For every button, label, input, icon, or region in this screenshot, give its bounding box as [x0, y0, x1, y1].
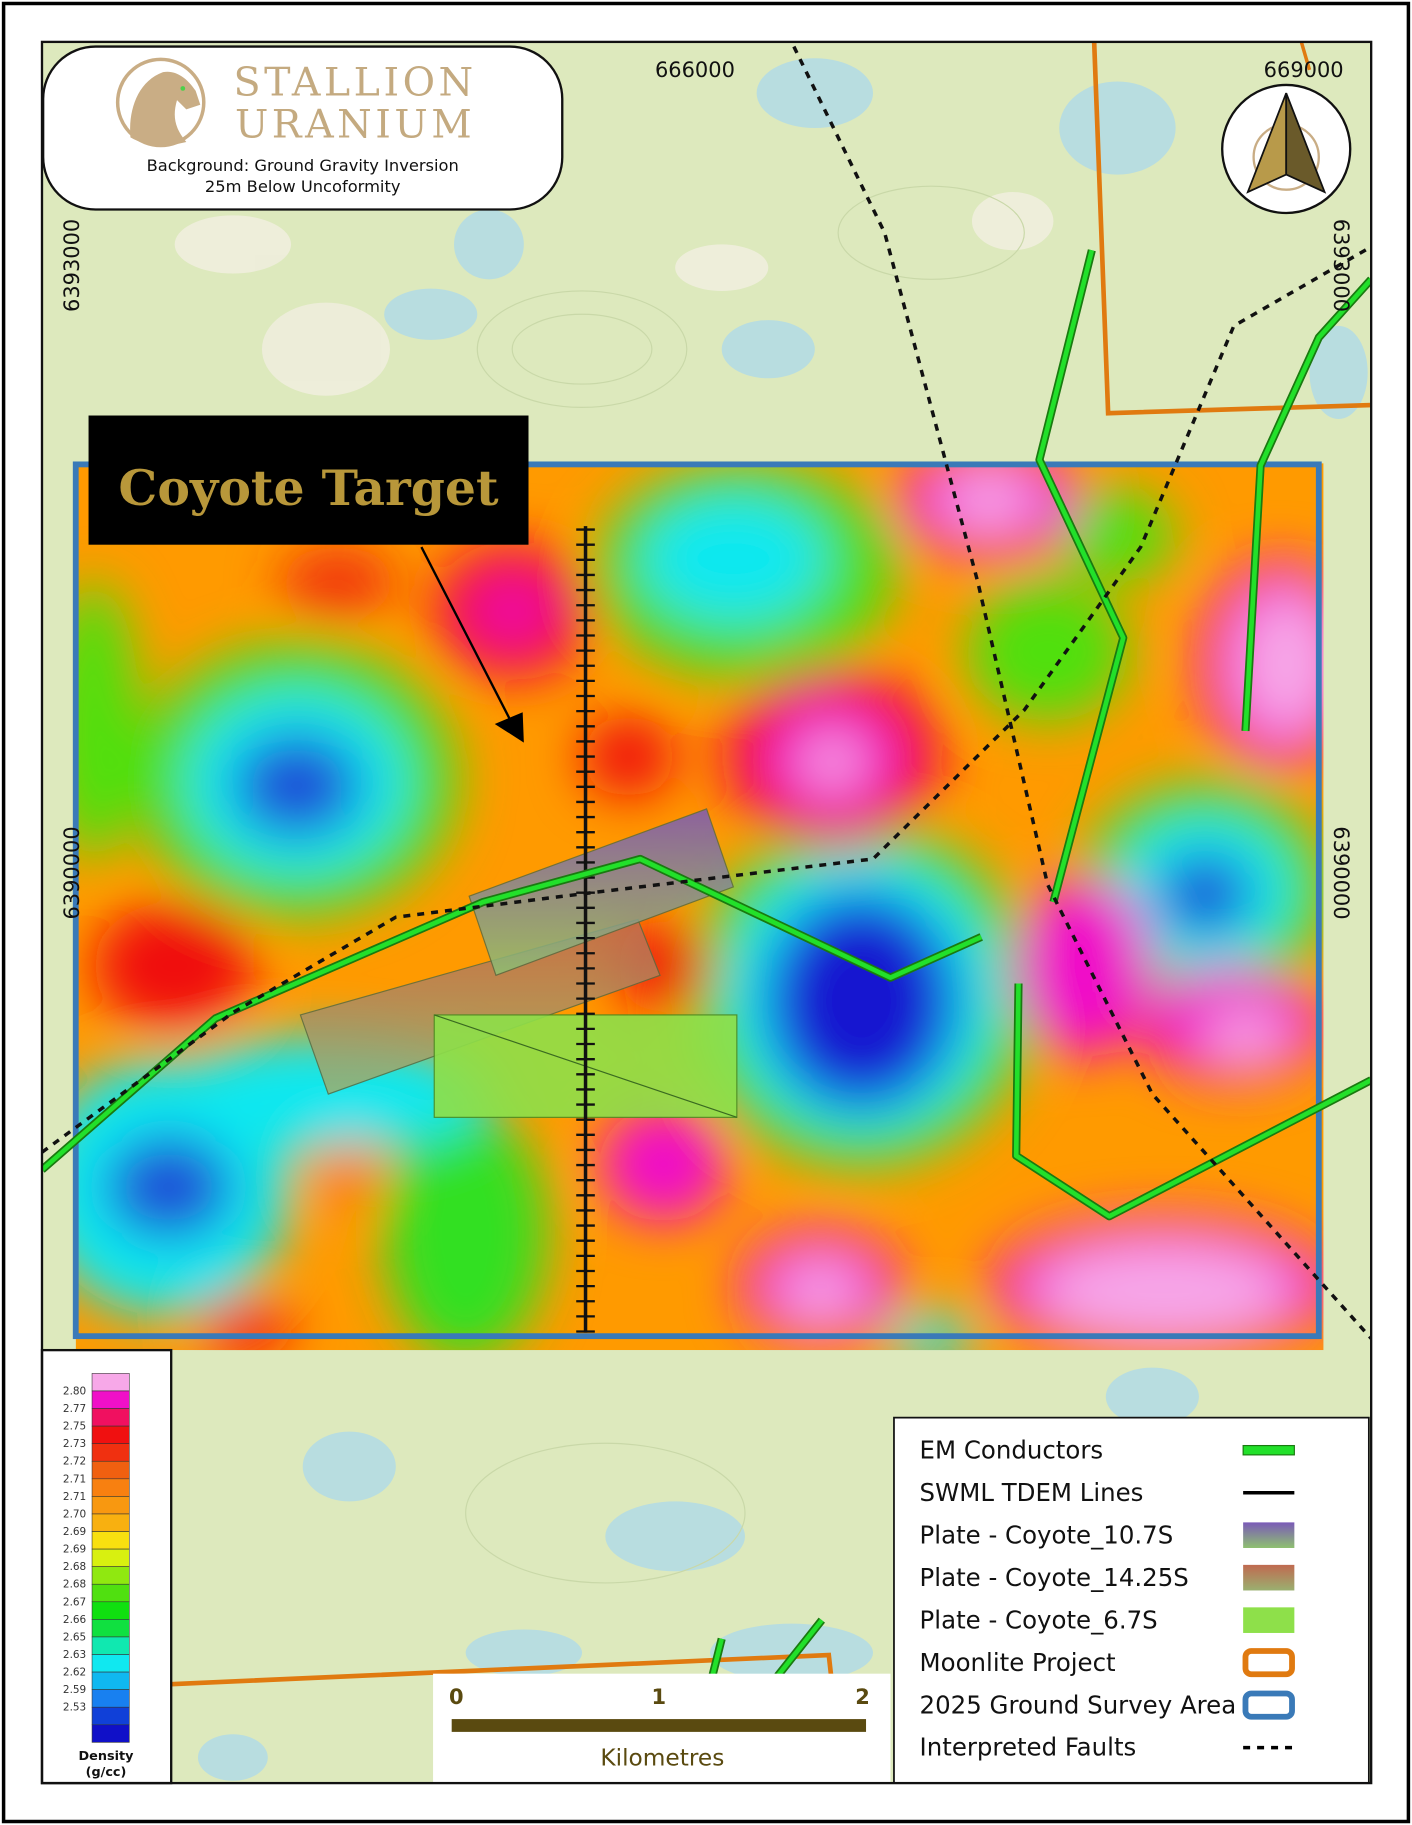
northing-left-6393000: 6393000	[60, 219, 84, 312]
density-colorbar: 2.80 2.77 2.75 2.73 2.72 2.71 2.71 2.70 2.69 2.69…	[40, 1348, 173, 1785]
title-box: STALLION URANIUM Background: Ground Grav…	[41, 45, 564, 211]
colorbar-swatch	[91, 1425, 130, 1444]
legend: EM Conductors SWML TDEM Lines Plate - Coyo…	[893, 1416, 1370, 1784]
scale-tick-1: 1	[652, 1685, 667, 1709]
colorbar-tick: 2.62	[63, 1667, 86, 1679]
boundary-symbol	[1242, 1648, 1295, 1678]
em-conductors	[41, 249, 1372, 1678]
colorbar-swatch	[91, 1689, 130, 1708]
colorbar-swatch	[91, 1671, 130, 1690]
easting-label-666000: 666000	[655, 58, 735, 82]
plate-symbol	[1243, 1607, 1295, 1633]
logo-line-1: STALLION	[234, 59, 477, 105]
colorbar-swatch	[91, 1513, 130, 1532]
coyote-target-callout: Coyote Target	[88, 415, 529, 743]
plate-symbol	[1243, 1522, 1295, 1548]
colorbar-swatch	[91, 1654, 130, 1673]
colorbar-tick: 2.68	[63, 1561, 86, 1573]
water-bodies	[197, 58, 1368, 1781]
legend-item: EM Conductors	[920, 1435, 1295, 1464]
legend-item: Plate - Coyote_14.25S	[920, 1563, 1295, 1592]
colorbar-swatch	[91, 1566, 130, 1585]
legend-label: Plate - Coyote_14.25S	[920, 1563, 1189, 1592]
em-conductor-symbol	[1242, 1444, 1295, 1456]
colorbar-swatch	[91, 1706, 130, 1726]
colorbar-swatch	[91, 1601, 130, 1620]
subtitle-line-2: 25m Below Uncoformity	[205, 177, 401, 196]
tdem-line	[576, 526, 595, 1333]
colorbar-title-line-1: Density	[79, 1749, 135, 1764]
colorbar-swatch	[91, 1373, 130, 1392]
colorbar-tick: 2.69	[63, 1544, 86, 1556]
colorbar-tick: 2.80	[63, 1385, 86, 1397]
logo-line-2: URANIUM	[235, 101, 475, 147]
colorbar-tick: 2.59	[63, 1684, 86, 1696]
legend-item: SWML TDEM Lines	[920, 1478, 1295, 1507]
interpreted-faults	[41, 45, 1372, 1340]
colorbar-tick: 2.67	[63, 1596, 86, 1608]
stallion-horse-logo-icon	[115, 57, 206, 148]
coyote-target-label: Coyote Target	[118, 459, 499, 517]
colorbar-tick: 2.66	[63, 1614, 86, 1626]
legend-label: Interpreted Faults	[920, 1733, 1137, 1762]
colorbar-tick: 2.69	[63, 1526, 86, 1538]
colorbar-tick: 2.53	[63, 1702, 86, 1714]
easting-label-669000: 669000	[1264, 58, 1344, 82]
colorbar-tick: 2.70	[63, 1508, 86, 1520]
legend-item: Interpreted Faults	[920, 1733, 1295, 1762]
scale-bar: 0 1 2 Kilometres	[433, 1673, 891, 1784]
subtitle-line-1: Background: Ground Gravity Inversion	[147, 156, 459, 175]
legend-item: Plate - Coyote_10.7S	[920, 1520, 1295, 1549]
colorbar-swatch	[91, 1390, 130, 1409]
legend-item: Moonlite Project	[920, 1648, 1295, 1678]
gravity-heatmap	[75, 463, 1324, 1351]
colorbar-swatch	[91, 1478, 130, 1497]
colorbar-swatch	[91, 1636, 130, 1655]
colorbar-tick: 2.71	[63, 1473, 86, 1485]
colorbar-title-line-2: (g/cc)	[86, 1765, 127, 1780]
legend-label: 2025 Ground Survey Area	[920, 1690, 1237, 1719]
scale-tick-2: 2	[855, 1685, 870, 1709]
ground-survey-area	[72, 461, 1322, 1340]
plate-symbol	[1243, 1564, 1295, 1591]
colorbar-tick: 2.65	[63, 1631, 86, 1643]
northing-left-6390000: 6390000	[60, 826, 84, 919]
colorbar-tick: 2.75	[63, 1421, 86, 1433]
legend-item: Plate - Coyote_6.7S	[920, 1605, 1295, 1634]
colorbar-tick: 2.71	[63, 1491, 86, 1503]
colorbar-swatch	[91, 1548, 130, 1567]
legend-label: EM Conductors	[920, 1435, 1104, 1464]
colorbar-swatch	[91, 1443, 130, 1462]
legend-label: Plate - Coyote_6.7S	[920, 1605, 1158, 1634]
colorbar-tick: 2.68	[63, 1579, 86, 1591]
legend-label: Moonlite Project	[920, 1648, 1116, 1677]
colorbar-swatch	[91, 1496, 130, 1515]
legend-label: SWML TDEM Lines	[920, 1478, 1144, 1507]
legend-label: Plate - Coyote_10.7S	[920, 1520, 1174, 1549]
colorbar-swatch	[91, 1408, 130, 1427]
colorbar-swatch	[91, 1460, 130, 1480]
colorbar-tick: 2.73	[63, 1438, 86, 1450]
colorbar-swatch	[91, 1724, 130, 1743]
scale-tick-0: 0	[449, 1685, 464, 1709]
colorbar-swatch	[91, 1531, 130, 1550]
legend-item: 2025 Ground Survey Area	[920, 1690, 1295, 1720]
colorbar-swatch	[91, 1619, 130, 1638]
northing-right-6393000: 6393000	[1329, 219, 1353, 312]
colorbar-tick: 2.72	[63, 1456, 86, 1468]
scale-unit: Kilometres	[600, 1745, 724, 1772]
northing-right-6390000: 6390000	[1329, 826, 1353, 919]
arrow-head-icon	[494, 712, 524, 743]
colorbar-swatch	[91, 1583, 130, 1603]
colorbar-tick: 2.77	[63, 1403, 86, 1415]
colorbar-tick: 2.63	[63, 1649, 86, 1661]
boundary-symbol	[1242, 1690, 1295, 1720]
north-arrow-icon	[1221, 83, 1352, 215]
